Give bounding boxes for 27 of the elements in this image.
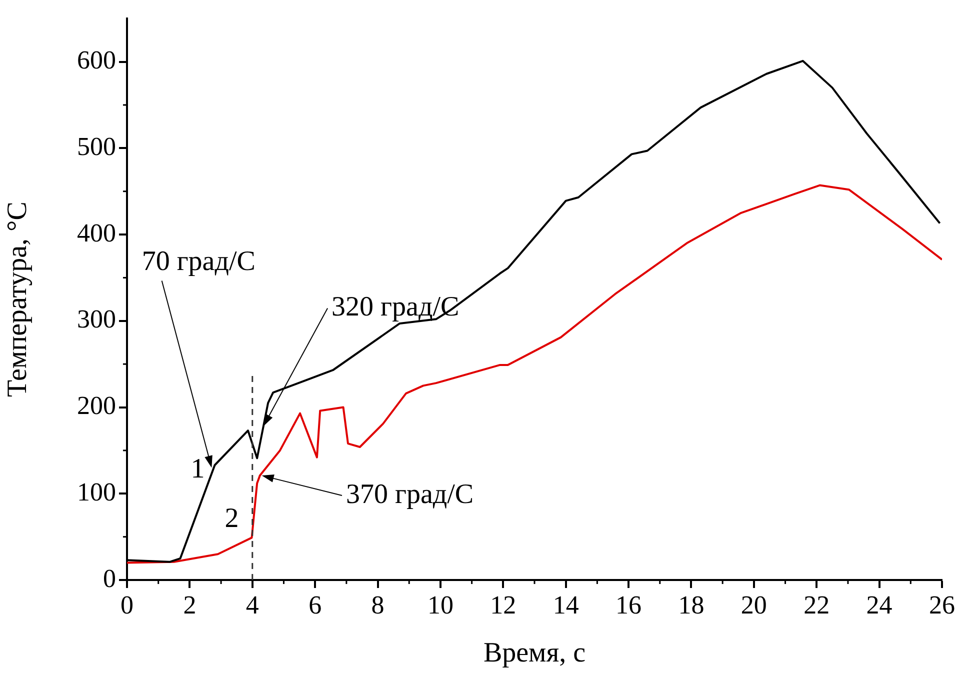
annotation: 370 град/С [346,478,474,510]
y-tick-label: 300 [77,304,116,334]
x-tick-label: 22 [804,590,830,620]
x-tick-label: 24 [866,590,892,620]
x-tick-label: 6 [308,590,322,620]
x-tick-label: 12 [490,590,516,620]
x-tick-label: 20 [740,590,767,620]
y-tick-label: 200 [77,391,116,420]
x-tick-label: 2 [183,590,196,620]
y-tick-label: 100 [77,477,116,506]
y-tick-label: 0 [103,564,116,593]
annotation: 320 град/С [332,292,460,323]
y-tick-label: 500 [77,132,116,161]
series-label: 2 [224,503,239,534]
x-axis-title: Время, с [483,638,586,669]
x-tick-label: 14 [552,590,579,620]
x-tick-label: 8 [371,590,384,620]
y-axis-title: Температура, °С [2,202,34,398]
x-tick-label: 10 [427,590,454,620]
x-tick-label: 26 [929,590,955,620]
y-tick-label: 400 [77,218,116,248]
annotation: 70 град/С [142,246,256,278]
y-tick-label: 600 [77,46,116,75]
legend-label: 1 [190,453,205,484]
x-tick-label: 4 [246,590,259,620]
x-tick-label: 16 [616,590,642,620]
x-tick-label: 18 [678,590,704,620]
